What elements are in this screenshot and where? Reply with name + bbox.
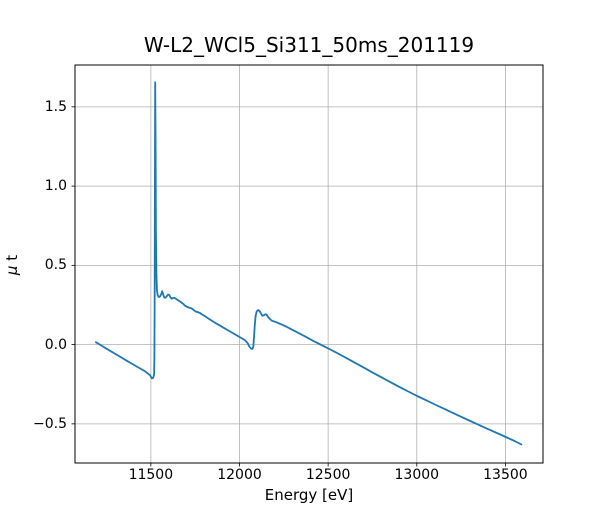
x-tick-label: 12500 (305, 467, 351, 483)
x-axis-label: Energy [eV] (264, 486, 354, 504)
x-tick-label: 11500 (128, 467, 174, 483)
axes-spines (74, 64, 544, 464)
y-tick-label: 1.5 (44, 98, 67, 115)
x-tick-label: 13500 (483, 467, 528, 483)
x-tick-label: 13000 (394, 467, 440, 483)
x-tick-label: 12000 (217, 467, 262, 483)
y-tick-label: 0.0 (44, 336, 67, 353)
y-tick-label: −0.5 (33, 415, 67, 432)
y-tick-label: 1.0 (44, 178, 67, 195)
y-tick-label: 0.5 (44, 257, 67, 274)
chart-title: W-L2_WCl5_Si311_50ms_201119 (143, 33, 475, 57)
spectrum-line (95, 81, 523, 446)
